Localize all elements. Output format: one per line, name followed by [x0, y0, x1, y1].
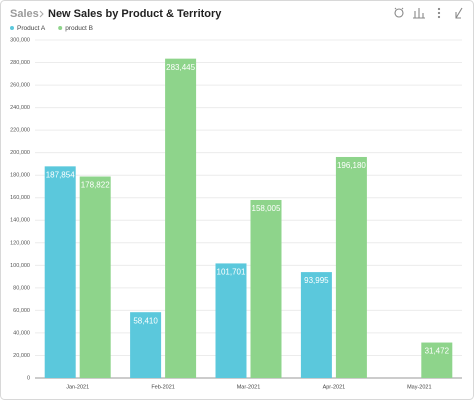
toolbar [394, 7, 463, 19]
breadcrumb[interactable]: Sales [10, 8, 39, 20]
y-tick-label: 300,000 [10, 37, 30, 43]
data-label: 158,005 [252, 204, 281, 213]
legend-swatch [58, 26, 63, 30]
chart-type-icon[interactable] [413, 8, 425, 19]
bar [165, 58, 197, 378]
data-label: 178,822 [81, 181, 110, 190]
y-tick-label: 140,000 [10, 218, 30, 224]
alert-icon[interactable] [394, 7, 404, 18]
y-tick-label: 40,000 [13, 330, 30, 336]
data-label: 283,445 [166, 63, 195, 72]
data-label: 93,995 [304, 276, 329, 285]
collapse-icon[interactable] [455, 7, 463, 19]
y-tick-label: 0 [27, 375, 30, 381]
legend-label[interactable]: Product A [17, 25, 46, 32]
y-tick-label: 180,000 [10, 173, 30, 179]
y-tick-label: 240,000 [10, 105, 30, 111]
bar [335, 156, 367, 378]
y-tick-label: 220,000 [10, 128, 30, 134]
y-tick-label: 200,000 [10, 150, 30, 156]
data-label: 196,180 [337, 161, 366, 170]
y-tick-label: 20,000 [13, 353, 30, 359]
y-tick-label: 280,000 [10, 60, 30, 66]
data-label: 58,410 [133, 316, 158, 325]
y-tick-label: 260,000 [10, 83, 30, 89]
bar [300, 272, 332, 378]
bar [215, 263, 247, 378]
y-tick-label: 160,000 [10, 195, 30, 201]
y-tick-label: 80,000 [13, 285, 30, 291]
x-tick-label: May-2021 [407, 384, 431, 390]
y-tick-label: 100,000 [10, 263, 30, 269]
y-tick-label: 60,000 [13, 308, 30, 314]
bar [130, 312, 162, 378]
bar [79, 176, 111, 378]
x-tick-label: Jan-2021 [66, 384, 89, 390]
data-label: 187,854 [46, 170, 75, 179]
bar [250, 199, 282, 378]
y-tick-label: 120,000 [10, 240, 30, 246]
legend-swatch [10, 26, 14, 30]
data-label: 31,472 [425, 347, 450, 356]
x-tick-label: Mar-2021 [237, 384, 261, 390]
x-tick-label: Feb-2021 [151, 384, 175, 390]
chart-title: New Sales by Product & Territory [48, 8, 222, 20]
data-label: 101,701 [217, 268, 246, 277]
bar [44, 166, 76, 378]
breadcrumb-chevron [39, 10, 44, 18]
x-tick-label: Apr-2021 [323, 384, 346, 390]
legend-label[interactable]: product B [65, 25, 93, 32]
more-icon[interactable] [437, 7, 441, 19]
bar [421, 342, 453, 378]
